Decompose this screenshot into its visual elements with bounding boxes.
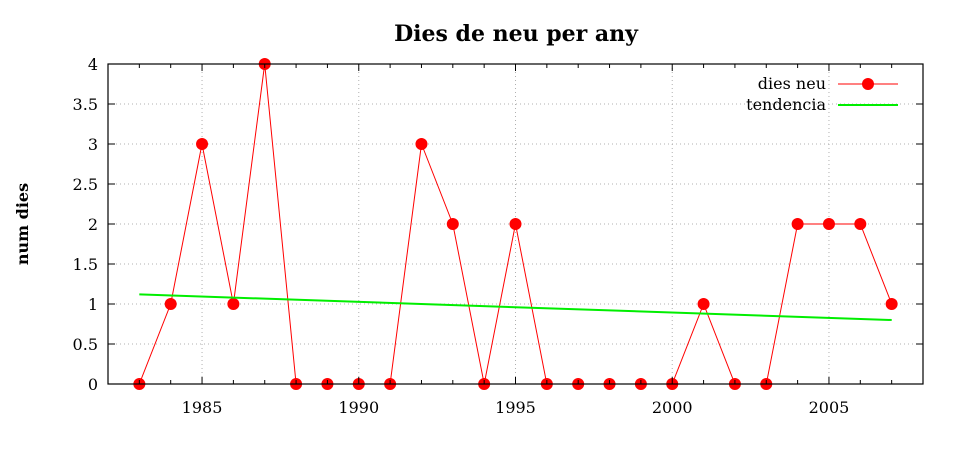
legend-marker-dies-neu [862, 78, 874, 90]
y-tick-label: 1 [88, 295, 98, 314]
y-tick-label: 2 [88, 215, 98, 234]
y-tick-label: 0 [88, 375, 98, 394]
data-point [164, 298, 177, 310]
y-tick-label: 1.5 [73, 255, 98, 274]
data-point [854, 218, 867, 230]
x-tick-label: 1985 [182, 398, 223, 417]
x-tick-label: 2000 [652, 398, 693, 417]
y-tick-label: 3 [88, 135, 98, 154]
data-point [791, 218, 804, 230]
data-point [227, 298, 240, 310]
chart-title: Dies de neu per any [394, 21, 639, 47]
data-point [196, 138, 209, 150]
y-axis-label: num dies [13, 183, 32, 265]
x-tick-label: 1995 [495, 398, 536, 417]
y-tick-label: 0.5 [73, 335, 98, 354]
legend-label: dies neu [758, 74, 826, 93]
series-line-tendencia [139, 293, 892, 321]
data-point [415, 138, 428, 150]
data-point [885, 298, 898, 310]
x-tick-label: 1990 [338, 398, 379, 417]
y-tick-label: 2.5 [73, 175, 98, 194]
y-tick-label: 3.5 [73, 95, 98, 114]
legend: dies neu tendencia [746, 74, 898, 114]
legend-label: tendencia [746, 95, 826, 114]
x-tick-label: 2005 [809, 398, 850, 417]
data-point [697, 298, 710, 310]
axes-ticks: 0 0.5 1 1.5 2 2.5 3 3.5 4 1985 1990 1995 2000 2005 [73, 55, 924, 417]
y-tick-label: 4 [88, 55, 98, 74]
data-point [446, 218, 459, 230]
data-point [509, 218, 522, 230]
data-point [822, 218, 835, 230]
